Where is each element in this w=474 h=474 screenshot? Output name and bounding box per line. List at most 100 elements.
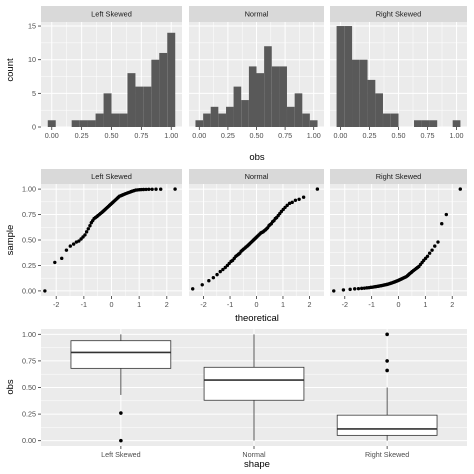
qq-point — [147, 187, 151, 191]
histogram-bar — [352, 59, 360, 127]
qq-2-x-tick-label: -2 — [342, 300, 348, 309]
histogram-bar — [159, 52, 168, 127]
histogram-bar — [151, 59, 160, 127]
histogram-bar — [226, 106, 234, 127]
qq-point — [287, 201, 292, 206]
qq-point — [425, 254, 430, 258]
box-iqr — [203, 366, 305, 401]
histogram-bar — [103, 93, 112, 127]
histogram-bar — [287, 106, 295, 127]
qq-point — [84, 230, 89, 234]
qq-point — [290, 200, 294, 205]
qq-plot-row: Left Skewed -2 -1 0 1 2 0.00 0.25 0.50 0.75 1.00 No… — [22, 169, 467, 309]
qq-1-x-tick-label: -1 — [227, 300, 233, 309]
histogram-bar — [359, 59, 368, 127]
histogram-bar — [111, 113, 120, 127]
qq-point — [458, 187, 462, 191]
qq-point — [218, 269, 222, 274]
qq-2-strip-label: Right Skewed — [376, 172, 422, 181]
qq-0-x-tick-label: -2 — [53, 300, 59, 309]
qq-point — [211, 275, 216, 280]
box-outlier — [119, 438, 123, 443]
hist-0-x-tick-label: 0.75 — [134, 131, 148, 140]
histogram-bar — [210, 106, 219, 127]
qq-1-x-tick-label: 2 — [307, 300, 311, 309]
qq-point — [433, 244, 437, 248]
box-iqr — [70, 340, 172, 369]
hist-2-x-tick-label: 0.25 — [362, 131, 376, 140]
hist-0-y-tick-label: 5 — [32, 89, 36, 98]
qq-point — [88, 224, 92, 228]
qq-point — [359, 286, 364, 291]
qq-0-x-tick-label: -1 — [81, 300, 87, 309]
histogram-bar — [452, 120, 461, 127]
hist-0-x-tick-label: 0.25 — [75, 131, 89, 140]
histogram-bar — [279, 66, 287, 127]
qq-0-y-tick-label: 1.00 — [22, 185, 36, 194]
qq-point — [150, 187, 154, 191]
qq-point — [315, 187, 320, 191]
box-x-tick-label: Right Skewed — [365, 450, 409, 459]
qq-point — [64, 248, 69, 252]
qq-point — [71, 242, 76, 246]
hist-0-x-tick-label: 0.50 — [105, 131, 119, 140]
qq-0-strip-label: Left Skewed — [91, 172, 132, 181]
box-x-tick-label: Left Skewed — [101, 450, 141, 459]
qq-point — [141, 187, 146, 192]
box-y-tick-label: 0.50 — [22, 383, 36, 392]
qq-1-x-tick-label: -2 — [200, 300, 206, 309]
qq-point — [440, 222, 444, 226]
box-iqr — [336, 414, 438, 436]
qq-point — [293, 198, 298, 202]
histogram-bar — [218, 113, 226, 127]
histogram-bar — [414, 120, 422, 127]
histogram-bar — [248, 66, 257, 127]
box-y-tick-label: 0.25 — [22, 410, 36, 419]
box-outlier — [385, 368, 389, 373]
hist-0-y-tick-label: 0 — [32, 123, 36, 132]
qq-point — [297, 197, 301, 201]
box-y-tick-label: 0.75 — [22, 356, 36, 365]
histogram-bar — [383, 113, 391, 127]
qq-0-y-tick-label: 0.50 — [22, 236, 36, 245]
box-y-tick-label: 0.00 — [22, 436, 36, 445]
histogram-bar — [375, 93, 383, 127]
hist-2-x-tick-label: 0.75 — [421, 131, 435, 140]
qq-point — [341, 288, 346, 292]
hist-0-x-tick-label: 0.00 — [45, 131, 59, 140]
histogram-bar — [119, 113, 128, 127]
box-x-axis-title: shape — [244, 459, 270, 470]
hist-1-strip-label: Normal — [245, 10, 269, 19]
qq-1-strip-label: Normal — [245, 172, 269, 181]
hist-0-y-tick-label: 10 — [28, 55, 36, 64]
qq-point — [200, 283, 204, 287]
box-y-tick-label: 1.00 — [22, 330, 36, 339]
box-outlier — [119, 411, 123, 415]
qq-x-axis-title: theoretical — [235, 313, 279, 324]
histogram-bar — [344, 26, 353, 128]
hist-0-strip — [41, 6, 182, 22]
hist-1-x-tick-label: 0.00 — [192, 131, 206, 140]
qq-point — [223, 265, 227, 270]
qq-2-x-tick-label: 1 — [423, 300, 427, 309]
qq-point — [436, 240, 440, 244]
hist-0-strip-label: Left Skewed — [91, 10, 132, 19]
boxplot-row: Left Skewed Normal Right Skewed 0.00 0.25 0.5… — [22, 329, 467, 459]
box-y-axis-title: obs — [5, 379, 16, 395]
qq-point — [353, 287, 357, 291]
hist-1-x-tick-label: 0.75 — [278, 131, 292, 140]
qq-point — [332, 289, 336, 293]
qq-0-x-tick-label: 0 — [110, 300, 114, 309]
qq-point — [154, 187, 158, 191]
qq-point — [283, 205, 287, 210]
qq-point — [191, 287, 195, 291]
hist-y-axis-title: count — [5, 58, 16, 82]
hist-2-x-tick-label: 1.00 — [450, 131, 464, 140]
qq-2-x-tick-label: 0 — [397, 300, 401, 309]
qq-0-x-tick-label: 2 — [165, 300, 169, 309]
hist-0-x-tick-label: 1.00 — [164, 131, 178, 140]
histogram-bar — [203, 113, 211, 127]
histogram-bar — [71, 120, 80, 127]
histogram-bar — [367, 79, 376, 127]
